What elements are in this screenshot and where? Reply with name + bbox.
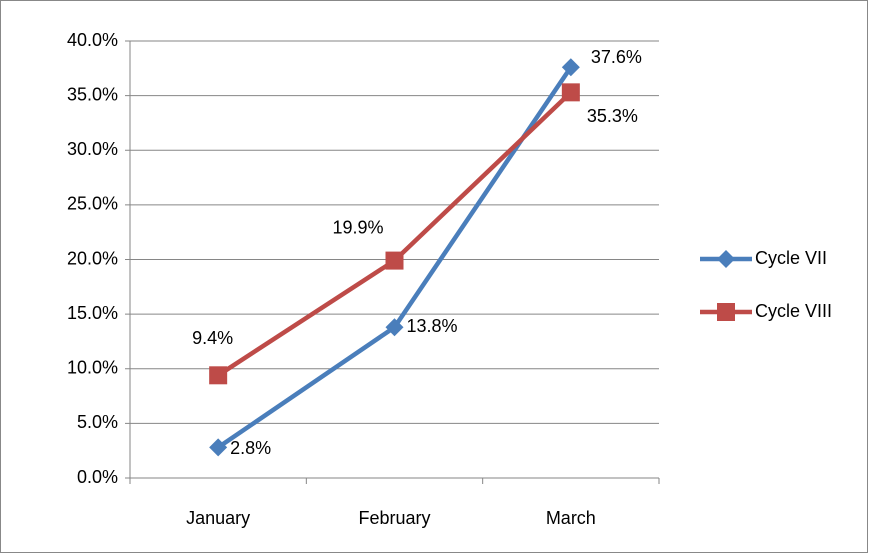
- y-tick-label: 20.0%: [67, 248, 118, 268]
- data-label: 19.9%: [333, 217, 384, 237]
- data-label: 2.8%: [230, 438, 271, 458]
- data-label: 35.3%: [587, 106, 638, 126]
- y-tick-label: 30.0%: [67, 139, 118, 159]
- data-point: [385, 251, 404, 270]
- x-tick-label: March: [546, 508, 596, 528]
- legend-marker: [717, 250, 735, 268]
- legend-marker: [717, 303, 735, 321]
- x-tick-label: January: [186, 508, 250, 528]
- data-point: [209, 366, 228, 385]
- data-point: [561, 83, 580, 102]
- y-tick-label: 10.0%: [67, 358, 118, 378]
- y-tick-label: 5.0%: [77, 412, 118, 432]
- data-point: [209, 438, 228, 457]
- legend-label: Cycle VII: [755, 248, 827, 268]
- data-label: 37.6%: [591, 47, 642, 67]
- data-label: 13.8%: [407, 316, 458, 336]
- y-tick-label: 35.0%: [67, 84, 118, 104]
- x-tick-label: February: [358, 508, 430, 528]
- y-tick-label: 0.0%: [77, 467, 118, 487]
- data-point: [561, 58, 580, 77]
- y-tick-label: 25.0%: [67, 194, 118, 214]
- y-tick-label: 40.0%: [67, 30, 118, 50]
- data-label: 9.4%: [192, 328, 233, 348]
- data-point: [385, 318, 404, 337]
- y-tick-label: 15.0%: [67, 303, 118, 323]
- legend-label: Cycle VIII: [755, 301, 832, 321]
